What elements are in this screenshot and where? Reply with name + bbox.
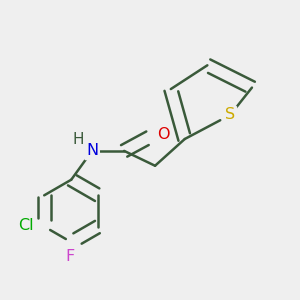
Text: O: O <box>158 127 170 142</box>
Text: N: N <box>86 143 98 158</box>
Text: S: S <box>225 107 235 122</box>
Text: Cl: Cl <box>18 218 34 232</box>
Text: H: H <box>72 132 84 147</box>
Text: F: F <box>65 249 74 264</box>
